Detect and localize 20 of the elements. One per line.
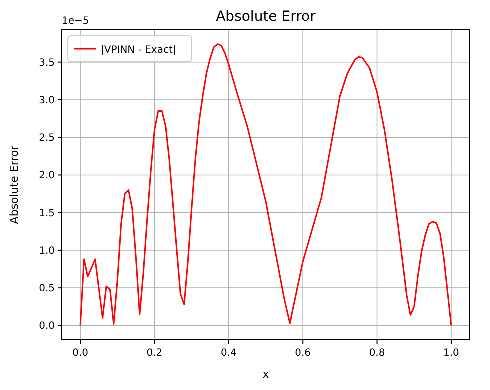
y-tick-label: 1.5 [39, 208, 55, 220]
y-tick-label: 2.0 [39, 170, 55, 182]
y-tick-label: 3.5 [39, 58, 55, 69]
x-tick-label: 0.6 [295, 348, 312, 359]
y-tick-label: 2.5 [39, 133, 55, 144]
y-tick-label: 0.5 [39, 284, 55, 295]
x-tick-label: 1.0 [444, 348, 460, 359]
y-axis-title: Absolute Error [8, 145, 21, 224]
y-tick-label: 3.0 [39, 95, 55, 106]
x-axis-title: x [262, 368, 270, 381]
line-series [80, 44, 452, 326]
chart-title: Absolute Error [216, 9, 316, 25]
y-tick-label: 0.0 [39, 321, 55, 332]
x-tick-label: 0.2 [146, 348, 163, 359]
x-tick-label: 0.4 [220, 348, 237, 359]
text: 1e−5 [62, 16, 90, 27]
x-tick-label: 0.8 [369, 348, 386, 359]
y-tick-label: 1.0 [39, 246, 55, 257]
x-tick-label: 0.0 [72, 348, 88, 359]
legend-label: |VPINN - Exact| [101, 45, 176, 56]
